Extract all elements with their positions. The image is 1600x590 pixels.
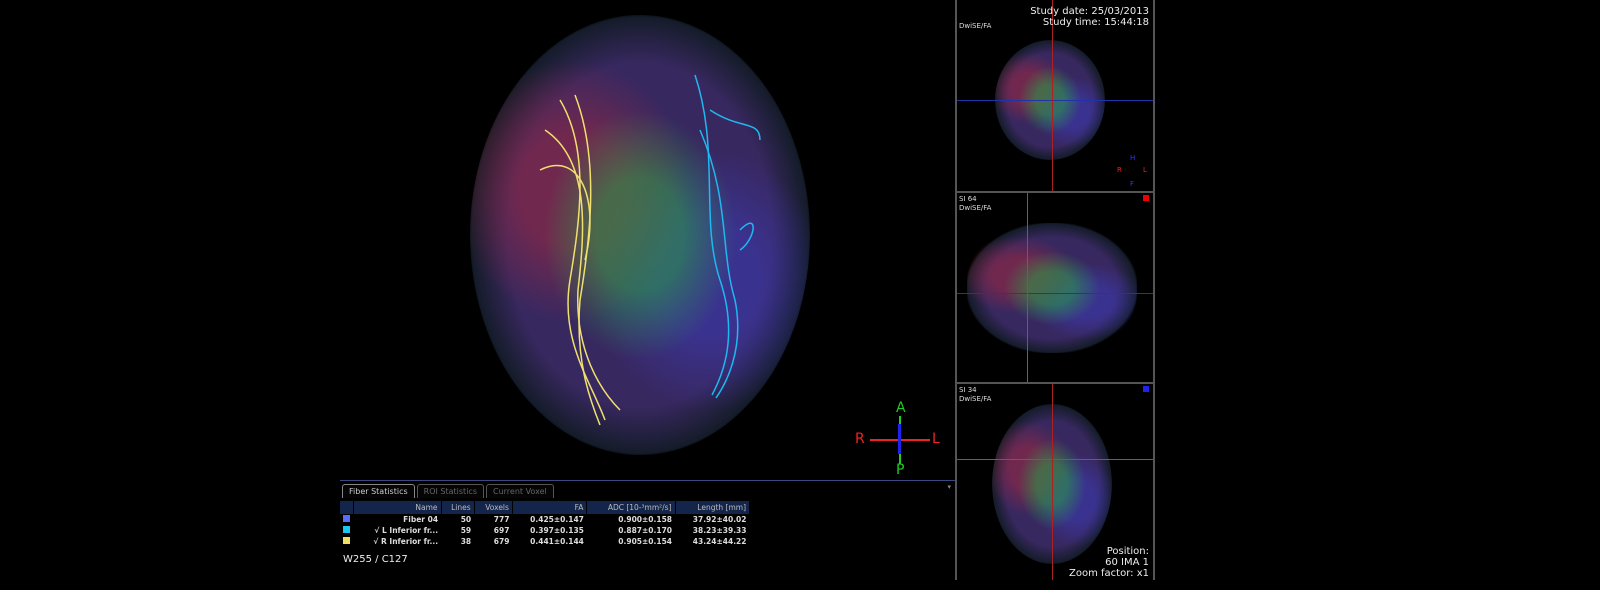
study-info: Study date: 25/03/2013 Study time: 15:44:… (1030, 6, 1149, 28)
right-label: R (1117, 166, 1122, 174)
anterior-label: A (896, 400, 906, 416)
brain-sagittal-image (967, 223, 1137, 353)
col-voxels[interactable]: Voxels (474, 501, 513, 514)
axial-thumbnail-view[interactable]: SI 34 DwiSE/FA Position: 60 IMA 1 Zoom fac… (957, 384, 1153, 580)
cell-name: √ L Inferior fr... (374, 526, 439, 535)
cell-lines: 59 (460, 526, 472, 535)
cell-fa: 0.397±0.135 (530, 526, 584, 535)
panel-menu-icon[interactable]: ▾ (947, 483, 951, 491)
study-time: Study time: 15:44:18 (1042, 17, 1149, 28)
cell-name: Fiber 04 (403, 515, 439, 524)
cell-adc: 0.900±0.158 (618, 515, 673, 524)
position-label: Position: (1106, 546, 1149, 557)
left-label: L (1143, 166, 1147, 174)
left-label: L (932, 431, 940, 447)
col-swatch (340, 501, 354, 514)
series-label: DwiSE/FA (959, 395, 992, 403)
zoom-factor: Zoom factor: x1 (1069, 568, 1149, 579)
orientation-marker: A P R L (850, 400, 950, 480)
tab-fiber-statistics[interactable]: Fiber Statistics (342, 484, 415, 498)
table-row[interactable]: √ R Inferior fr... 38 679 0.441±0.144 0.905±… (340, 536, 750, 547)
table-row[interactable]: √ L Inferior fr... 59 697 0.397±0.135 0.887±… (340, 525, 750, 536)
slice-label: SI 64 (959, 195, 977, 203)
cell-fa: 0.425±0.147 (530, 515, 584, 524)
color-swatch (340, 514, 353, 525)
window-level-readout: W255 / C127 (343, 554, 408, 565)
cell-voxels: 697 (493, 526, 510, 535)
view-color-indicator (1143, 386, 1149, 392)
study-date: Study date: 25/03/2013 (1030, 6, 1149, 17)
col-length[interactable]: Length [mm] (675, 501, 751, 514)
cell-length: 43.24±44.22 (692, 537, 747, 546)
side-views: DwiSE/FA Study date: 25/03/2013 Study tim… (955, 0, 1155, 580)
col-fa[interactable]: FA (512, 501, 588, 514)
head-label: H (1130, 154, 1136, 162)
brain-axial-image (470, 15, 810, 455)
series-label: DwiSE/FA (959, 22, 992, 30)
col-adc[interactable]: ADC [10-³mm²/s] (586, 501, 676, 514)
cell-voxels: 777 (493, 515, 510, 524)
statistics-panel: Fiber Statistics ROI Statistics Current … (340, 480, 955, 550)
cell-lines: 38 (460, 537, 472, 546)
fiber-tracts (539, 74, 761, 426)
series-label: DwiSE/FA (959, 204, 992, 212)
color-swatch (340, 536, 353, 547)
cell-name: √ R Inferior fr... (373, 537, 439, 546)
cell-lines: 50 (460, 515, 472, 524)
foot-label: F (1130, 180, 1135, 188)
posterior-label: P (896, 462, 905, 478)
slice-label: SI 34 (959, 386, 977, 394)
sagittal-view[interactable]: SI 64 DwiSE/FA (957, 193, 1153, 384)
right-label: R (855, 431, 865, 447)
col-lines[interactable]: Lines (441, 501, 475, 514)
cell-length: 37.92±40.02 (692, 515, 747, 524)
cell-length: 38.23±39.33 (692, 526, 747, 535)
cell-fa: 0.441±0.144 (530, 537, 584, 546)
fiber-statistics-table: Name Lines Voxels FA ADC [10-³mm²/s] Len… (340, 501, 751, 547)
cell-voxels: 679 (493, 537, 510, 546)
position-info: Position: 60 IMA 1 Zoom factor: x1 (1069, 546, 1149, 579)
col-name[interactable]: Name (353, 501, 442, 514)
tab-roi-statistics[interactable]: ROI Statistics (416, 484, 484, 498)
position-value: 60 IMA 1 (1105, 557, 1149, 568)
table-row[interactable]: Fiber 04 50 777 0.425±0.147 0.900±0.158 37.92… (340, 514, 750, 525)
cell-adc: 0.887±0.170 (618, 526, 673, 535)
view-color-indicator (1143, 195, 1149, 201)
color-swatch (340, 525, 353, 536)
axial-main-view[interactable]: A P R L (0, 0, 953, 590)
coronal-view[interactable]: DwiSE/FA Study date: 25/03/2013 Study tim… (957, 0, 1153, 193)
tab-current-voxel[interactable]: Current Voxel (485, 484, 554, 498)
cell-adc: 0.905±0.154 (618, 537, 673, 546)
